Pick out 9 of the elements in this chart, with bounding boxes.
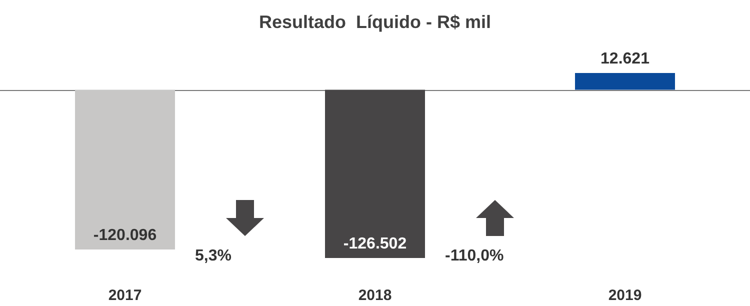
x-tick-label: 2017 bbox=[108, 287, 142, 304]
data-label: -120.096 bbox=[93, 226, 157, 244]
annotation: -110,0% bbox=[445, 248, 504, 264]
x-tick-label: 2019 bbox=[608, 287, 642, 304]
x-tick-label: 2018 bbox=[358, 287, 392, 304]
chart-title: Resultado Líquido - R$ mil bbox=[258, 12, 492, 32]
data-label: -126.502 bbox=[343, 236, 407, 252]
annotation: 5,3% bbox=[195, 248, 232, 264]
data-label: 12.621 bbox=[600, 50, 650, 68]
